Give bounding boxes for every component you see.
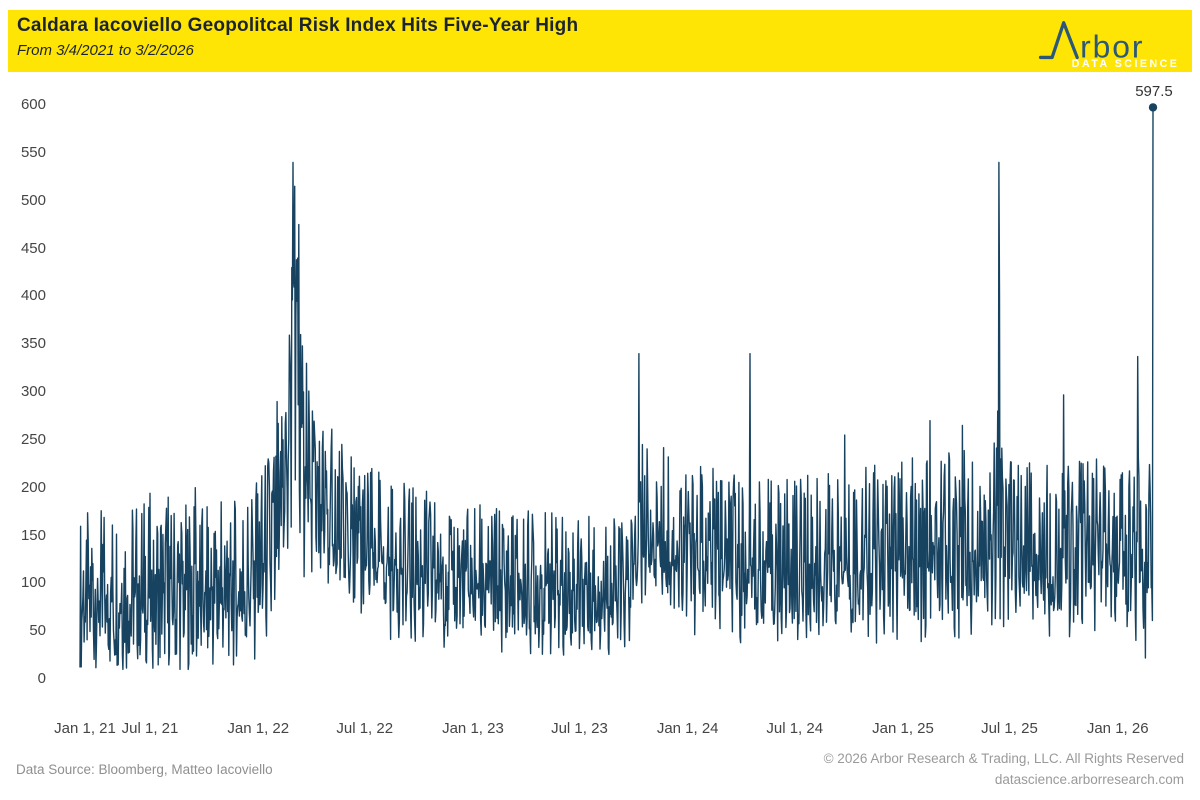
- y-axis-tick-label: 600: [20, 96, 46, 113]
- y-axis-tick-label: 100: [20, 574, 46, 592]
- x-axis-tick-label: Jul 1, 24: [766, 720, 824, 737]
- x-axis-tick-label: Jul 1, 21: [121, 720, 179, 737]
- logo-tagline: DATA SCIENCE: [1072, 58, 1180, 69]
- y-axis-tick-label: 500: [20, 191, 46, 209]
- header-bar: Caldara Iacoviello Geopolitcal Risk Inde…: [8, 10, 1192, 72]
- y-axis-tick-label: 450: [20, 239, 46, 257]
- footer-source: Data Source: Bloomberg, Matteo Iacoviell…: [16, 762, 273, 777]
- arbor-logo: rbor DATA SCIENCE: [1038, 21, 1180, 69]
- x-axis-tick-label: Jan 1, 24: [656, 720, 719, 737]
- x-axis-tick-label: Jan 1, 25: [872, 720, 934, 737]
- footer-copyright: © 2026 Arbor Research & Trading, LLC. Al…: [823, 751, 1184, 766]
- footer-website: datascience.arborresearch.com: [994, 771, 1184, 787]
- chart-title: Caldara Iacoviello Geopolitcal Risk Inde…: [17, 15, 579, 36]
- y-axis-tick-label: 300: [20, 383, 46, 400]
- y-axis-tick-label: 50: [29, 622, 46, 640]
- x-axis-tick-label: Jul 1, 25: [981, 720, 1038, 737]
- x-axis-tick-label: Jul 1, 22: [336, 720, 394, 737]
- chart-subtitle: From 3/4/2021 to 3/2/2026: [17, 42, 194, 59]
- logo-peak-icon: [1038, 21, 1079, 60]
- y-axis-tick-label: 0: [37, 670, 46, 687]
- logo-brand-text: rbor: [1080, 28, 1144, 64]
- risk-index-line: [79, 107, 1154, 671]
- x-axis-tick-label: Jan 1, 22: [227, 720, 290, 737]
- x-axis-tick-label: Jan 1, 26: [1086, 720, 1149, 737]
- x-axis-tick-label: Jul 1, 23: [551, 720, 608, 737]
- footer-right: © 2026 Arbor Research & Trading, LLC. Al…: [824, 749, 1184, 790]
- x-axis-tick-label: Jan 1, 21: [54, 720, 116, 737]
- y-axis-tick-label: 400: [20, 287, 46, 305]
- y-axis-tick-label: 250: [20, 430, 46, 448]
- y-axis-tick-label: 350: [20, 335, 46, 353]
- peak-marker-dot: [1148, 103, 1158, 112]
- y-axis-tick-label: 200: [20, 478, 46, 496]
- y-axis-tick-label: 150: [20, 526, 46, 544]
- x-axis-tick-label: Jan 1, 23: [442, 720, 504, 737]
- peak-annotation: 597.5: [1135, 83, 1173, 100]
- y-axis-tick-label: 550: [20, 143, 46, 161]
